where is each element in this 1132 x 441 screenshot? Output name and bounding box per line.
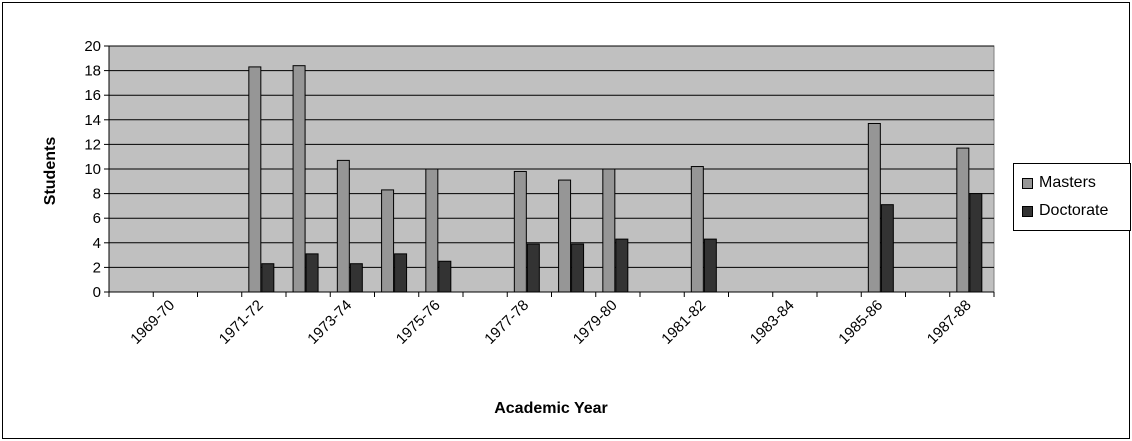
bar-doctorate-4	[305, 253, 319, 293]
legend-item-doctorate: Doctorate	[1022, 201, 1108, 221]
x-tick-label: 1971-72	[216, 297, 267, 348]
y-tick-label: 8	[93, 186, 101, 203]
bar-masters-9	[513, 170, 527, 293]
bar-doctorate-19	[969, 193, 983, 293]
x-tick-label: 1985-86	[835, 297, 886, 348]
bar-doctorate-11	[615, 238, 629, 293]
bar-doctorate-9	[526, 243, 540, 293]
y-tick-label: 4	[93, 235, 101, 252]
bar-doctorate-5	[349, 263, 363, 293]
bar-masters-19	[956, 147, 970, 293]
bar-chart: 0 2 4 6 8 10 12 14 16 18 20 1969-70 1971-72 1973-74 19…	[42, 38, 995, 417]
bar-masters-13	[690, 166, 704, 293]
bar-masters-3	[248, 66, 262, 293]
y-tick-label: 10	[84, 161, 101, 178]
y-tick-label: 14	[84, 112, 101, 129]
x-tick-label: 1979-80	[570, 297, 621, 348]
bar-masters-5	[336, 159, 350, 293]
bar-masters-11	[602, 168, 616, 293]
bar-doctorate-13	[703, 238, 717, 293]
x-tick-label: 1981-82	[658, 297, 709, 348]
x-tick-label: 1987-88	[924, 297, 975, 348]
legend-item-masters: Masters	[1022, 173, 1096, 193]
bars	[248, 65, 983, 293]
y-tick-label: 12	[84, 136, 101, 153]
legend: Masters Doctorate	[1013, 163, 1131, 231]
x-tick-label: 1969-70	[127, 297, 178, 348]
bar-masters-4	[292, 65, 306, 293]
y-tick-label: 18	[84, 63, 101, 80]
y-axis-title: Students	[42, 137, 59, 206]
legend-swatch-masters	[1022, 177, 1033, 189]
y-tick-label: 16	[84, 87, 101, 104]
x-tick-label: 1973-74	[304, 297, 355, 348]
bar-doctorate-6	[394, 253, 408, 293]
x-tick-label: 1975-76	[393, 297, 444, 348]
legend-label-masters: Masters	[1039, 174, 1096, 191]
y-tick-label: 20	[84, 38, 101, 55]
bar-masters-17	[867, 122, 881, 293]
x-tick-label: 1977-78	[481, 297, 532, 348]
x-axis-title: Academic Year	[494, 400, 608, 417]
bar-masters-6	[381, 189, 395, 293]
bar-doctorate-3	[261, 263, 275, 293]
legend-swatch-doctorate	[1022, 205, 1033, 217]
bar-doctorate-17	[880, 204, 894, 293]
legend-label-doctorate: Doctorate	[1039, 202, 1109, 219]
bar-doctorate-7	[438, 260, 452, 293]
y-tick-label: 2	[93, 259, 101, 276]
bar-masters-10	[558, 179, 572, 293]
y-tick-label: 6	[93, 210, 101, 227]
bar-masters-7	[425, 168, 439, 293]
y-tick-label: 0	[93, 284, 101, 301]
axes	[104, 45, 995, 297]
x-tick-label: 1983-84	[747, 297, 798, 348]
bar-doctorate-10	[571, 243, 585, 293]
